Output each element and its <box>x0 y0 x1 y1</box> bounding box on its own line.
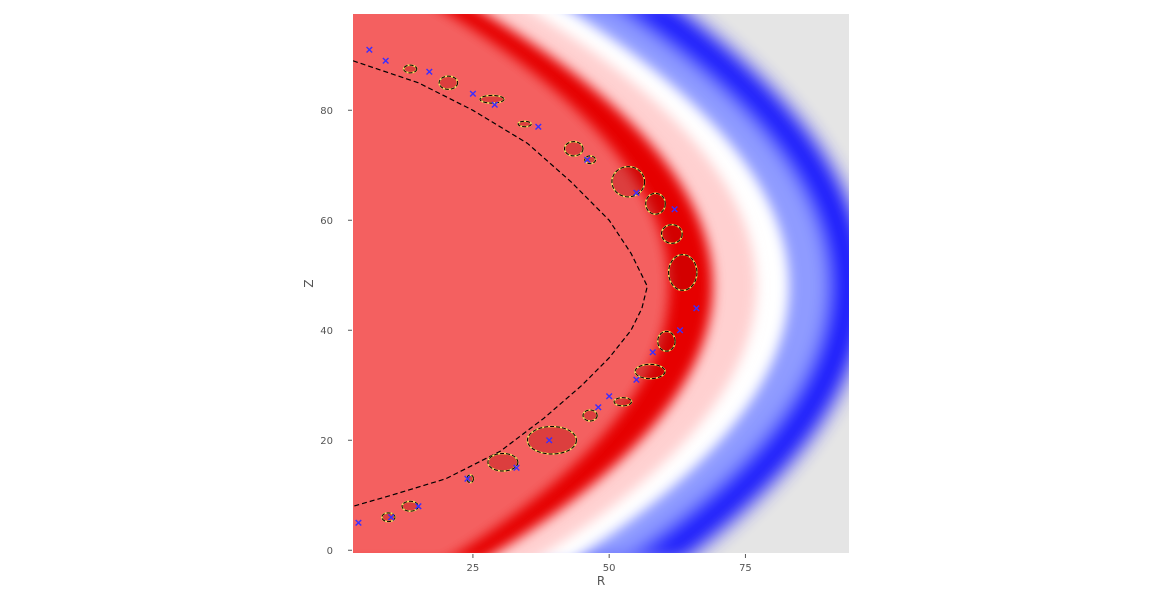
island-contour-10 <box>661 224 683 244</box>
x-point-marker-17 <box>464 475 471 483</box>
island-contour-0 <box>381 512 396 523</box>
x-point-marker-13 <box>605 392 613 400</box>
island-contour-3 <box>487 452 519 472</box>
island-contour-9 <box>668 254 698 291</box>
island-contour-4 <box>526 426 577 455</box>
island-contour-2 <box>466 474 474 484</box>
x-point-marker-4 <box>491 101 499 109</box>
x-point-marker-11 <box>649 348 657 356</box>
x-axis-label: R <box>597 574 605 588</box>
island-contour-6 <box>613 397 633 407</box>
x-point-marker-9 <box>693 304 700 312</box>
x-point-marker-10 <box>676 326 684 334</box>
x-point-marker-12 <box>633 376 640 384</box>
y-tick-label-2: 40 <box>320 326 333 337</box>
island-contour-13 <box>584 155 597 165</box>
y-tick-label-3: 60 <box>320 216 333 227</box>
x-tick-label-1: 50 <box>603 563 616 574</box>
x-point-marker-0 <box>366 46 373 54</box>
x-point-marker-6 <box>584 156 591 164</box>
y-tick-label-4: 80 <box>320 106 333 117</box>
island-contour-7 <box>634 363 666 380</box>
x-point-marker-3 <box>469 90 477 98</box>
interior-region <box>353 14 670 553</box>
island-contour-15 <box>517 120 532 128</box>
y-axis-label: Z <box>302 279 316 287</box>
island-contour-11 <box>645 192 666 215</box>
x-point-marker-2 <box>426 68 433 76</box>
island-contour-14 <box>563 141 584 157</box>
heatmap-field <box>353 14 849 553</box>
x-point-marker-5 <box>535 123 542 131</box>
y-tick-label-1: 20 <box>320 436 333 447</box>
x-point-marker-18 <box>415 502 422 510</box>
x-point-marker-14 <box>594 403 602 411</box>
island-contour-16 <box>479 94 505 104</box>
axes: 25 50 75 0 20 40 60 80 R Z <box>302 106 752 588</box>
x-tick-label-2: 75 <box>739 563 752 574</box>
x-point-marker-20 <box>355 519 362 527</box>
x-point-marker-1 <box>382 57 389 65</box>
x-tick-label-0: 25 <box>467 563 480 574</box>
island-contour-8 <box>657 330 676 352</box>
island-contour-17 <box>438 75 459 90</box>
x-point-marker-19 <box>387 513 395 521</box>
x-point-marker-16 <box>513 464 520 472</box>
island-contour-5 <box>582 409 598 422</box>
x-point-marker-15 <box>545 436 553 444</box>
island-contour-18 <box>403 64 418 74</box>
annotation-layer <box>353 46 700 527</box>
x-point-marker-7 <box>633 189 640 197</box>
x-point-marker-8 <box>671 205 678 213</box>
island-contour-12 <box>611 166 646 198</box>
y-tick-label-0: 0 <box>327 546 333 557</box>
